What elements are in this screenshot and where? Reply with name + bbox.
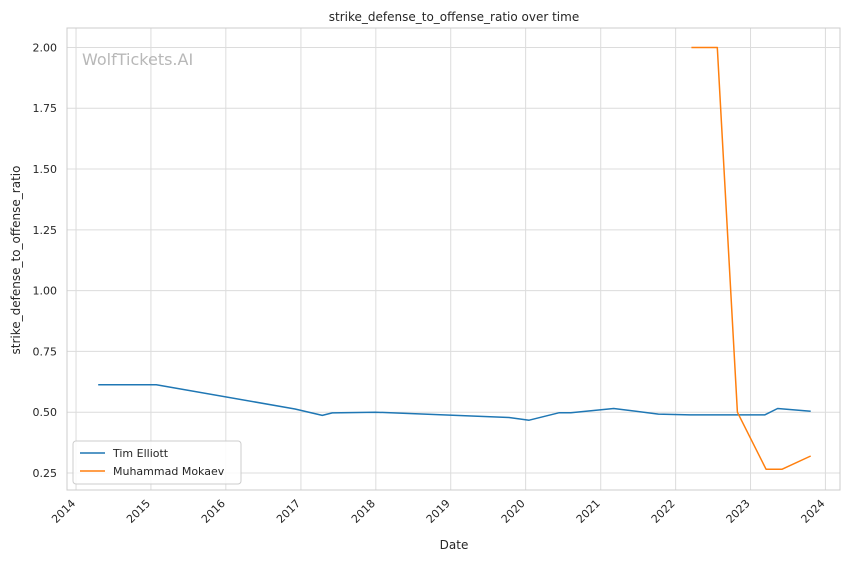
y-axis-ticks: 0.25 0.50 0.75 1.00 1.25 1.50 1.75 2.00 (33, 41, 58, 480)
watermark: WolfTickets.AI (82, 50, 193, 69)
y-tick-label: 1.00 (33, 285, 58, 298)
x-tick-label: 2019 (424, 497, 453, 526)
data-point (373, 410, 377, 414)
x-tick-label: 2017 (274, 497, 303, 526)
grid (67, 28, 840, 490)
y-tick-label: 1.75 (33, 102, 58, 115)
data-point (780, 467, 784, 471)
data-point (763, 413, 767, 417)
series-line-tim-elliott (98, 383, 811, 421)
data-point (710, 413, 714, 417)
data-point (557, 411, 561, 415)
x-tick-label: 2015 (124, 497, 153, 526)
data-point (689, 46, 693, 50)
data-point (656, 412, 660, 416)
series-lines (96, 46, 813, 471)
x-tick-label: 2024 (799, 497, 828, 526)
data-point (569, 411, 573, 415)
legend-box (72, 440, 242, 485)
y-tick-label: 0.25 (33, 467, 58, 480)
data-point (688, 413, 692, 417)
data-point (96, 383, 100, 387)
y-tick-label: 0.50 (33, 406, 58, 419)
data-point (527, 418, 531, 422)
data-point (764, 467, 768, 471)
y-tick-label: 1.25 (33, 224, 58, 237)
data-point (293, 407, 297, 411)
x-tick-label: 2021 (574, 497, 603, 526)
x-tick-label: 2022 (649, 497, 678, 526)
legend-label-tim-elliott: Tim Elliott (112, 447, 169, 460)
y-tick-label: 0.75 (33, 345, 58, 358)
data-point (330, 411, 334, 415)
legend-label-muhammad-mokaev: Muhammad Mokaev (113, 465, 225, 478)
x-tick-label: 2014 (49, 497, 78, 526)
data-point (776, 407, 780, 411)
y-tick-label: 2.00 (33, 41, 58, 54)
x-axis-label: Date (440, 538, 469, 552)
data-point (320, 413, 324, 417)
plot-frame (66, 27, 841, 491)
data-point (809, 454, 813, 458)
data-point (612, 407, 616, 411)
y-tick-label: 1.50 (33, 163, 58, 176)
series-line-muhammad-mokaev (691, 46, 812, 471)
chart-title: strike_defense_to_offense_ratio over tim… (329, 10, 579, 24)
x-axis-ticks: 2014 2015 2016 2017 2018 2019 2020 2021 2022 2023… (49, 497, 827, 526)
plot-area-border (66, 27, 841, 491)
x-tick-label: 2023 (724, 497, 753, 526)
x-tick-label: 2016 (199, 497, 228, 526)
y-axis-label: strike_defense_to_offense_ratio (9, 166, 23, 355)
data-point (809, 409, 813, 413)
data-point (715, 46, 719, 50)
data-point (507, 416, 511, 420)
data-point (154, 383, 158, 387)
legend: Tim Elliott Muhammad Mokaev (72, 440, 242, 485)
x-tick-label: 2018 (349, 497, 378, 526)
data-point (735, 410, 739, 414)
x-tick-label: 2020 (499, 497, 528, 526)
